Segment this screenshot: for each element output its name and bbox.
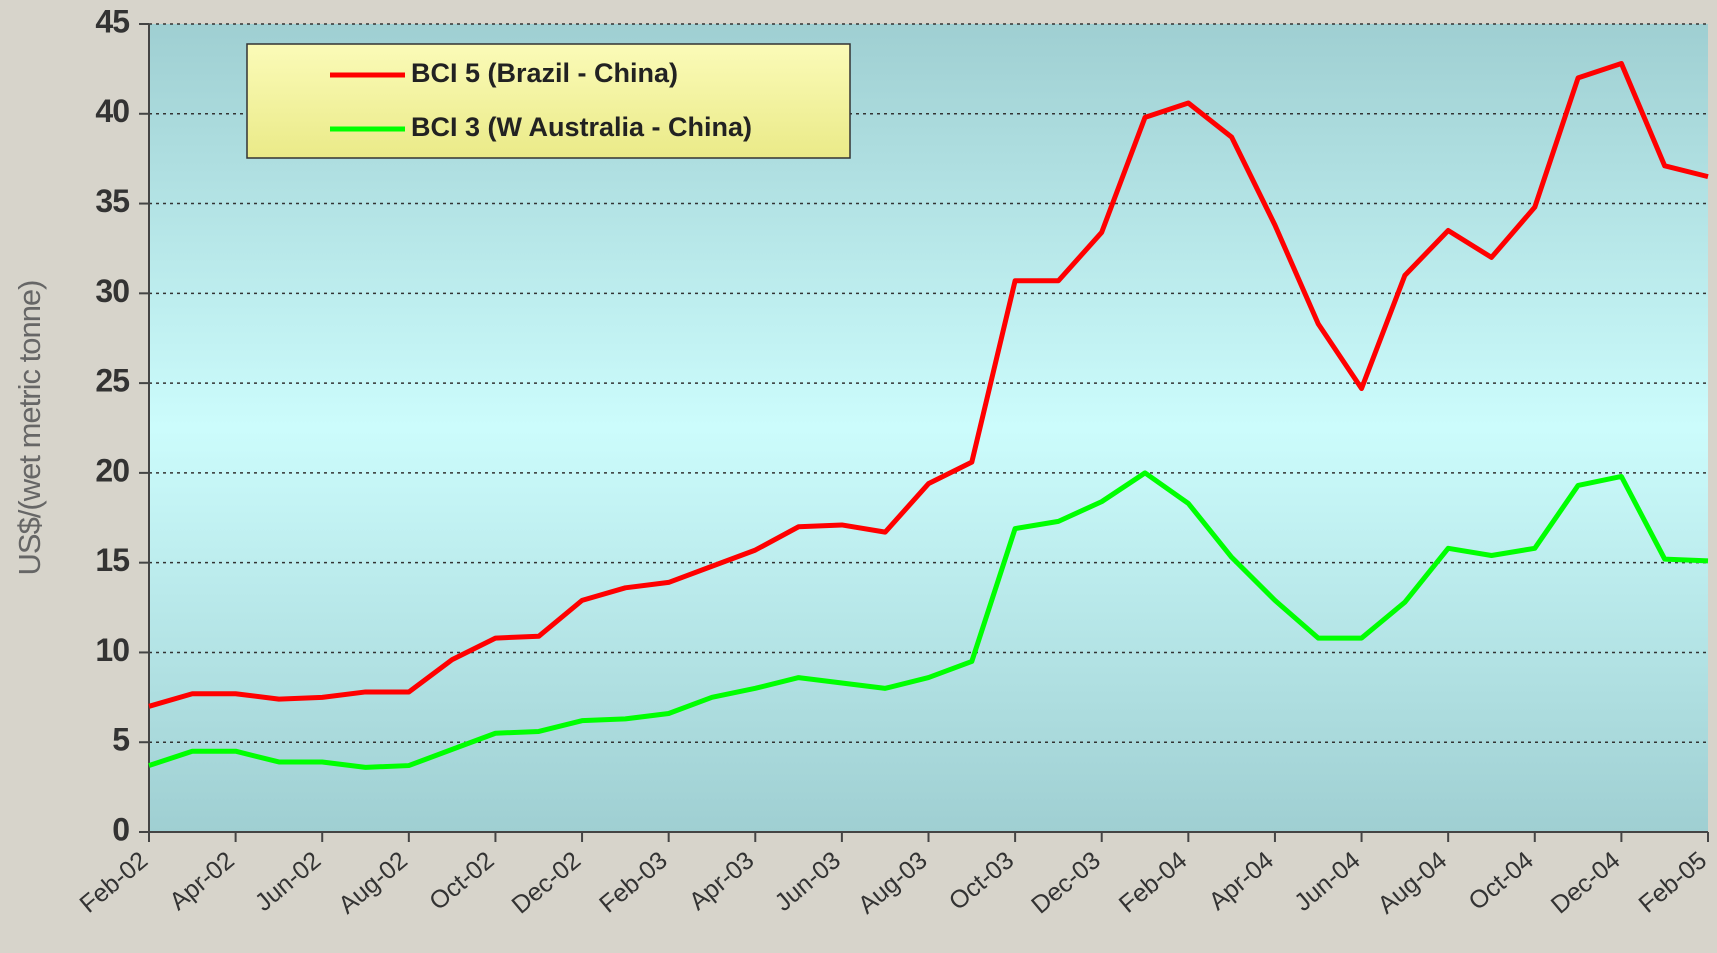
legend-label: BCI 3 (W Australia - China) xyxy=(411,112,752,142)
x-tick-label: Feb-04 xyxy=(1114,846,1193,918)
y-tick-label: 40 xyxy=(95,93,129,129)
legend-label: BCI 5 (Brazil - China) xyxy=(411,58,678,88)
y-tick-label: 15 xyxy=(95,542,129,578)
x-tick-label: Aug-02 xyxy=(333,846,413,919)
x-tick-label: Oct-04 xyxy=(1463,846,1539,916)
y-tick-label: 25 xyxy=(95,363,129,399)
y-tick-label: 35 xyxy=(95,183,129,219)
x-tick-label: Feb-03 xyxy=(594,846,673,918)
x-tick-label: Feb-05 xyxy=(1633,846,1712,918)
x-tick-label: Apr-03 xyxy=(684,846,759,916)
x-tick-label: Jun-02 xyxy=(250,846,327,917)
y-axis-label: US$/(wet metric tonne) xyxy=(12,281,47,576)
x-tick-label: Oct-02 xyxy=(424,846,499,916)
x-tick-label: Jun-03 xyxy=(769,846,846,917)
x-tick-label: Apr-04 xyxy=(1204,846,1280,916)
y-tick-label: 30 xyxy=(95,273,129,309)
x-tick-label: Jun-04 xyxy=(1289,846,1366,917)
series-line xyxy=(148,470,1709,770)
legend-box xyxy=(246,43,851,159)
x-tick-label: Dec-03 xyxy=(1026,846,1106,919)
y-tick-label: 20 xyxy=(95,452,129,488)
x-tick-label: Aug-03 xyxy=(853,846,933,919)
x-tick-label: Dec-02 xyxy=(506,846,586,919)
x-tick-label: Aug-04 xyxy=(1373,846,1453,919)
y-tick-label: 10 xyxy=(95,632,129,668)
x-tick-label: Feb-02 xyxy=(74,846,153,918)
y-tick-label: 5 xyxy=(112,722,129,758)
series-line xyxy=(148,61,1709,709)
y-tick-label: 45 xyxy=(95,3,129,39)
y-tick-label: 0 xyxy=(112,811,129,847)
x-tick-label: Oct-03 xyxy=(944,846,1019,916)
x-tick-label: Apr-02 xyxy=(164,846,239,916)
x-tick-label: Dec-04 xyxy=(1546,846,1626,919)
